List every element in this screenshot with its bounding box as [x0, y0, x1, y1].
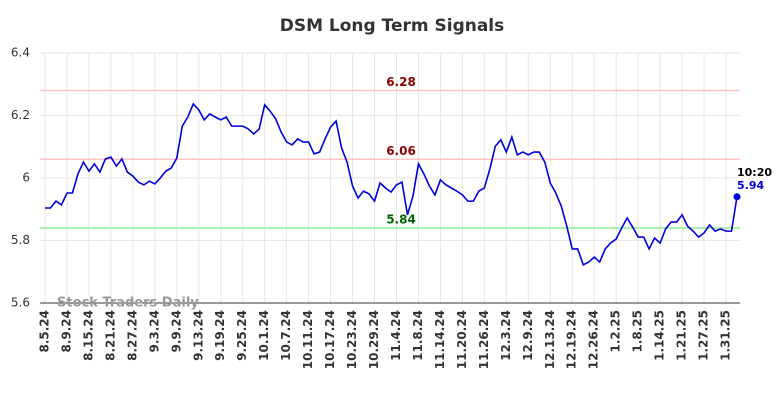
x-tick-label: 11.4.24: [389, 310, 403, 361]
last-point: [733, 193, 741, 201]
x-tick-label: 11.8.24: [411, 310, 425, 361]
x-tick-label: 11.14.24: [433, 310, 447, 369]
x-tick-label: 10.7.24: [279, 310, 293, 361]
x-tick-label: 11.26.24: [477, 310, 491, 369]
y-tick-label: 6.2: [11, 108, 30, 122]
x-tick-label: 10.29.24: [367, 310, 381, 369]
last-value: 5.94: [737, 179, 764, 192]
x-tick-label: 12.3.24: [499, 310, 513, 361]
y-tick-label: 5.8: [11, 233, 30, 247]
x-tick-label: 12.13.24: [543, 310, 557, 369]
price-line: [45, 102, 738, 267]
y-tick-label: 6: [22, 171, 30, 185]
x-tick-label: 11.20.24: [455, 310, 469, 369]
x-tick-label: 12.9.24: [521, 310, 535, 361]
x-tick-label: 12.19.24: [565, 310, 579, 369]
x-tick-label: 1.2.25: [609, 310, 623, 353]
x-tick-label: 9.3.24: [147, 310, 161, 353]
x-tick-label: 1.8.25: [631, 310, 645, 353]
x-tick-label: 1.21.25: [675, 310, 689, 361]
x-tick-label: 8.27.24: [125, 310, 139, 361]
x-tick-label: 9.9.24: [169, 310, 183, 353]
watermark: Stock Traders Daily: [57, 296, 199, 311]
x-tick-label: 1.31.25: [719, 310, 733, 361]
x-tick-label: 8.15.24: [81, 310, 95, 361]
x-tick-label: 9.13.24: [191, 310, 205, 361]
x-tick-label: 8.5.24: [38, 310, 52, 353]
x-tick-label: 10.1.24: [257, 310, 271, 361]
y-tick-label: 5.6: [11, 296, 30, 310]
last-time: 10:20: [737, 166, 772, 179]
signal-label: 6.28: [386, 75, 416, 89]
x-tick-label: 9.25.24: [235, 310, 249, 361]
x-tick-label: 8.9.24: [59, 310, 73, 353]
x-tick-label: 1.27.25: [697, 310, 711, 361]
chart-title: DSM Long Term Signals: [280, 16, 505, 36]
x-tick-label: 12.26.24: [587, 310, 601, 369]
x-tick-label: 10.17.24: [323, 310, 337, 369]
signal-label: 6.06: [386, 144, 416, 158]
signal-label: 5.84: [386, 213, 416, 227]
y-tick-label: 6.4: [11, 46, 30, 60]
x-tick-label: 10.23.24: [345, 310, 359, 369]
x-tick-label: 1.14.25: [653, 310, 667, 361]
x-tick-label: 10.11.24: [301, 310, 315, 369]
x-tick-label: 9.19.24: [213, 310, 227, 361]
x-tick-label: 8.21.24: [103, 310, 117, 361]
